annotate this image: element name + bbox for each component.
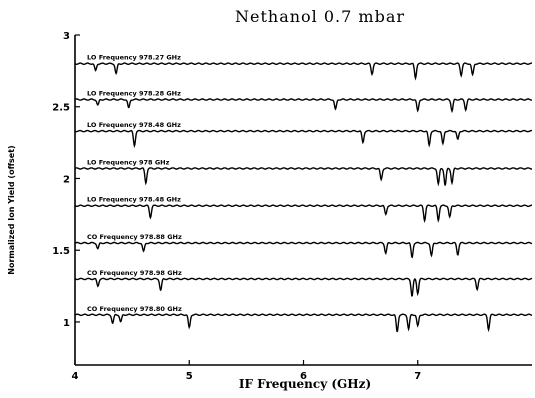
x-tick-label: 4 [72, 371, 79, 382]
spectrum-line [74, 98, 532, 114]
spectrum-line [74, 204, 532, 224]
x-axis-label: IF Frequency (GHz) [239, 377, 371, 391]
x-tick-label: 5 [186, 371, 193, 382]
y-tick-label: 2.5 [52, 103, 70, 114]
x-tick-label: 6 [300, 371, 307, 382]
spectrum-line [74, 167, 532, 187]
trace-label: CO Frequency 978.80 GHz [87, 305, 182, 313]
trace-label: CO Frequency 978.88 GHz [87, 233, 182, 241]
trace-label: LO Frequency 978.48 GHz [87, 196, 181, 204]
y-tick-label: 2 [63, 174, 70, 185]
trace-label: LO Frequency 978.27 GHz [87, 54, 181, 62]
trace-label: LO Frequency 978.28 GHz [87, 90, 181, 98]
y-axis-label: Normalized Ion Yield (offset) [7, 145, 16, 274]
trace-label: LO Frequency 978 GHz [87, 158, 170, 166]
spectrum-line [74, 313, 533, 333]
x-tick-label: 7 [414, 371, 421, 382]
spectrum-traces: LO Frequency 978.27 GHz LO Frequency 978.… [74, 54, 533, 333]
y-tick-label: 3 [63, 31, 70, 42]
trace-label: LO Frequency 978.48 GHz [87, 121, 181, 129]
chart-title: Nethanol 0.7 mbar [235, 7, 405, 26]
spectrum-line [74, 62, 532, 81]
axis-ticks: 4 5 6 7 1 1.5 2 2.5 3 [52, 31, 421, 382]
y-tick-label: 1 [63, 318, 70, 329]
spectrum-line [74, 277, 533, 297]
spectrum-line [74, 129, 532, 149]
trace-label: CO Frequency 978.98 GHz [87, 269, 182, 277]
spectrum-line [74, 241, 533, 259]
y-tick-label: 1.5 [52, 246, 70, 257]
